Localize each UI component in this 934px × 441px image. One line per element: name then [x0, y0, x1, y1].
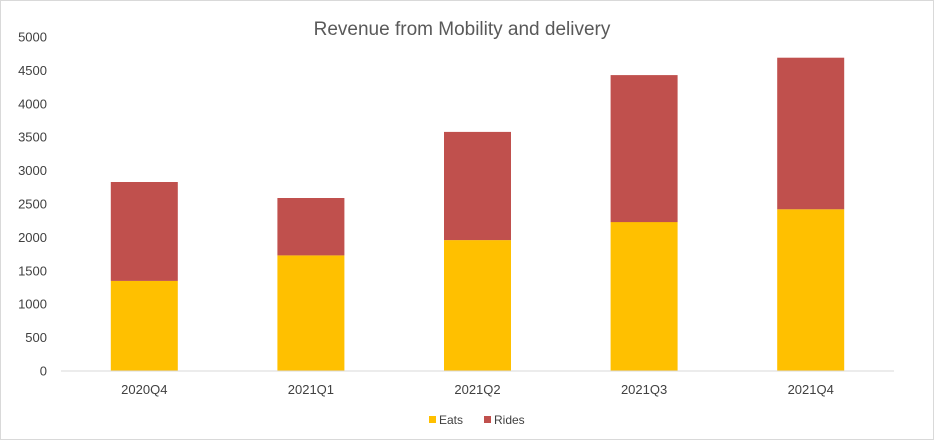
y-tick-label: 2000 — [18, 230, 47, 245]
y-tick-label: 3500 — [18, 130, 47, 145]
bar-rides-2020q4 — [110, 182, 178, 281]
x-tick-label: 2021Q2 — [454, 382, 500, 397]
y-tick-label: 500 — [25, 330, 47, 345]
bar-eats-2021q3 — [610, 222, 678, 371]
bar-eats-2020q4 — [110, 280, 178, 371]
bar-rides-2021q1 — [277, 198, 345, 256]
bar-rides-2021q3 — [610, 75, 678, 223]
y-tick-label: 1500 — [18, 263, 47, 278]
bar-eats-2021q2 — [444, 240, 511, 371]
y-tick-label: 4500 — [18, 63, 47, 78]
x-tick-label: 2020Q4 — [121, 382, 167, 397]
y-tick-label: 1000 — [18, 297, 47, 312]
chart-title: Revenue from Mobility and delivery — [314, 19, 611, 40]
legend: Eats Rides — [429, 413, 525, 427]
y-axis: 0 500 1000 1500 2000 2500 3000 3500 4000 4500 5000 — [18, 30, 47, 379]
y-tick-label: 2500 — [18, 197, 47, 212]
y-tick-label: 5000 — [18, 30, 47, 45]
bar-rides-2021q2 — [444, 131, 511, 241]
x-tick-label: 2021Q3 — [621, 382, 667, 397]
bar-eats-2021q4 — [777, 209, 845, 371]
x-tick-label: 2021Q1 — [288, 382, 334, 397]
legend-label-eats: Eats — [439, 413, 463, 427]
bar-rides-2021q4 — [777, 57, 845, 210]
y-tick-label: 0 — [40, 364, 47, 379]
legend-label-rides: Rides — [494, 413, 525, 427]
x-tick-label: 2021Q4 — [788, 382, 834, 397]
legend-swatch-eats — [429, 416, 436, 423]
y-tick-label: 4000 — [18, 96, 47, 111]
bars-group — [110, 57, 845, 371]
bar-eats-2021q1 — [277, 255, 345, 371]
y-tick-label: 3000 — [18, 163, 47, 178]
x-axis: 2020Q4 2021Q1 2021Q2 2021Q3 2021Q4 — [121, 382, 834, 397]
legend-swatch-rides — [484, 416, 491, 423]
